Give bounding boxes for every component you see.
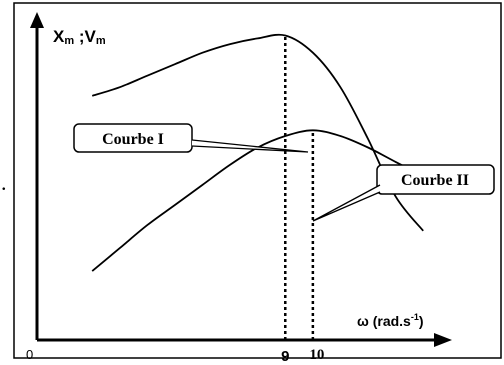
y-axis-arrow bbox=[30, 12, 44, 28]
chart-frame bbox=[13, 2, 502, 359]
callout-box-courbe-2 bbox=[376, 164, 495, 195]
x-axis-title: ω (rad.s-1) bbox=[357, 312, 424, 329]
callout-courbe-2: Courbe II bbox=[312, 164, 495, 222]
stray-dot: . bbox=[1, 170, 7, 195]
y-axis-title: Xm ;Vm bbox=[53, 27, 106, 47]
x-tick-label-10: 10 bbox=[309, 347, 324, 363]
callout-pointer-courbe-2 bbox=[312, 184, 381, 222]
origin-label: 0 bbox=[26, 347, 33, 362]
callout-label-courbe-2: Courbe II bbox=[401, 172, 469, 189]
callout-label-courbe-1: Courbe I bbox=[102, 131, 164, 148]
x-axis-arrow bbox=[434, 333, 452, 347]
callout-pointer-courbe-1 bbox=[191, 139, 309, 153]
callout-box-courbe-1 bbox=[73, 123, 193, 153]
x-tick-label-9: 9 bbox=[281, 348, 289, 365]
series-line-courbe-1 bbox=[91, 33, 424, 232]
callout-courbe-1: Courbe I bbox=[73, 123, 309, 153]
